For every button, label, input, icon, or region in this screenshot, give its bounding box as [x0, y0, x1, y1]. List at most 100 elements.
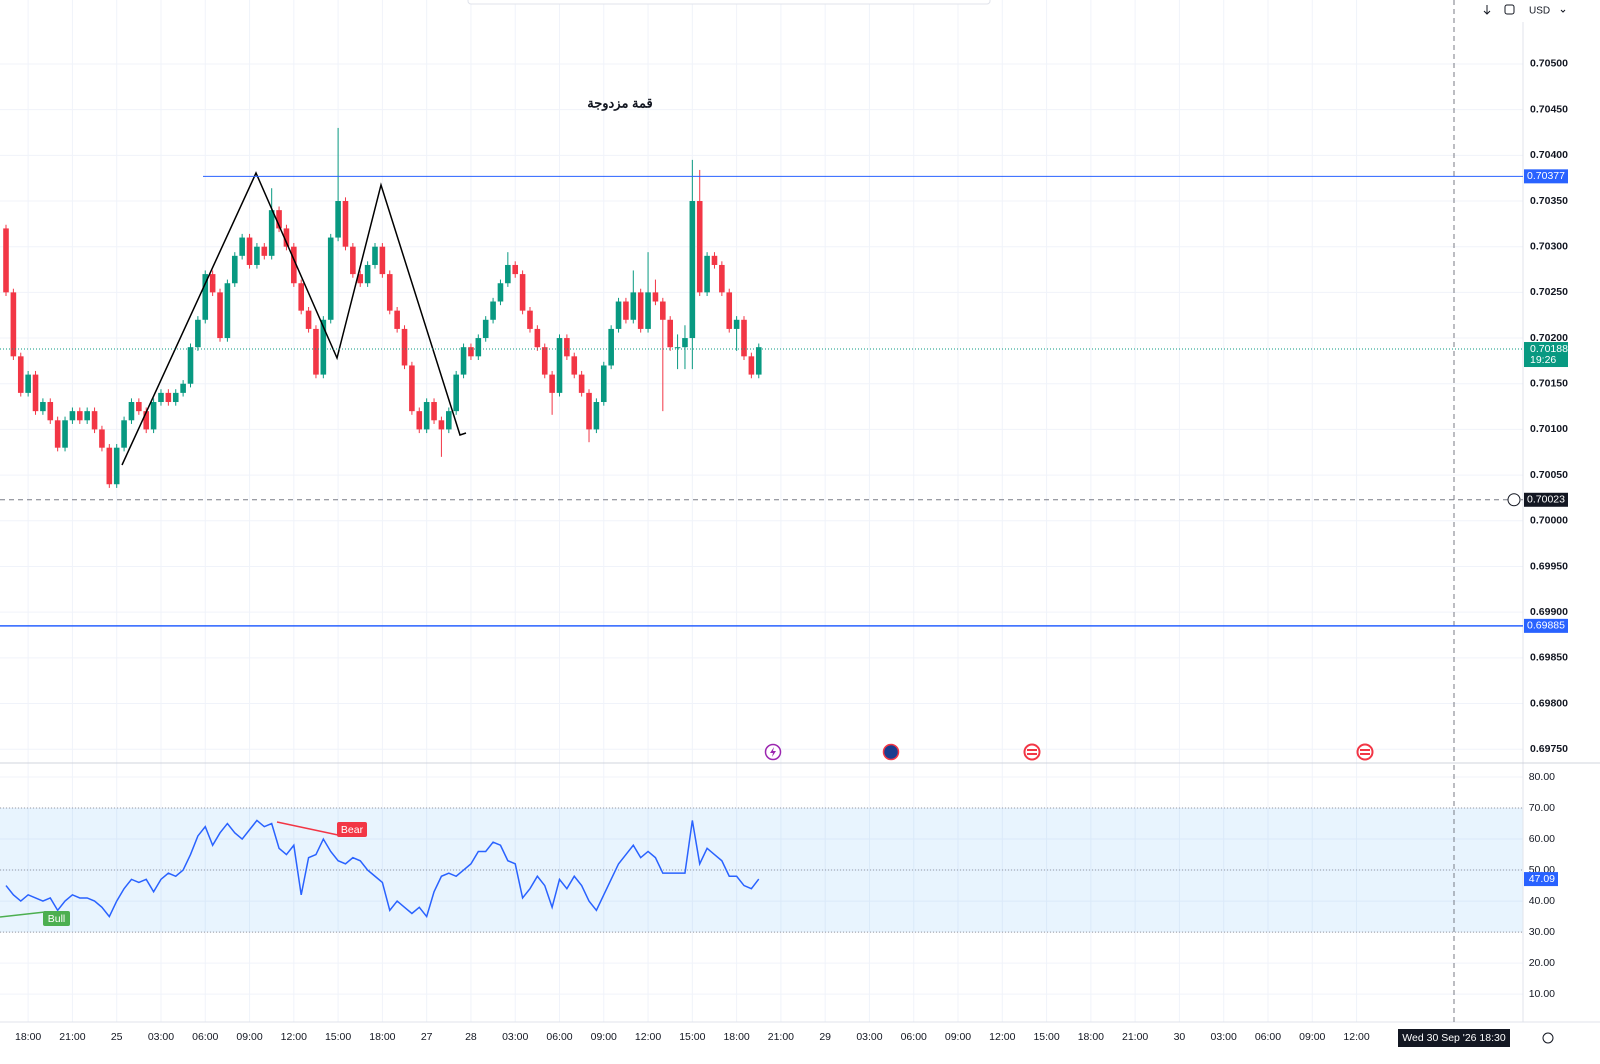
- candle-body: [224, 283, 231, 339]
- crosshair-time-tag: [1398, 1029, 1510, 1047]
- add-alert-icon[interactable]: [1507, 493, 1521, 507]
- bull-label-bg: [43, 911, 70, 926]
- candle-body: [564, 338, 570, 357]
- y-tick-label: 0.70450: [1530, 103, 1568, 115]
- flag-stripe: [1360, 753, 1370, 755]
- candle-body: [689, 201, 696, 339]
- candle-body: [69, 411, 76, 421]
- candle-body: [172, 392, 179, 403]
- x-tick-label: 12:00: [635, 1031, 661, 1043]
- candle-body: [291, 246, 297, 284]
- download-icon[interactable]: [1483, 5, 1491, 15]
- reload-icon[interactable]: [1504, 4, 1515, 15]
- candle-body: [25, 374, 31, 393]
- candle-body: [217, 292, 223, 339]
- candle-body: [416, 411, 423, 430]
- crosshair-price-tag: [1524, 492, 1568, 507]
- candle-body: [335, 201, 341, 238]
- candle-body: [128, 402, 135, 421]
- candle-body: [623, 301, 629, 320]
- candle-body: [254, 246, 260, 265]
- candle-body: [394, 310, 400, 329]
- candle-body: [195, 319, 201, 348]
- y-tick-label: 0.69800: [1530, 697, 1568, 709]
- settings-icon[interactable]: [1542, 1032, 1554, 1044]
- candle-body: [187, 347, 194, 384]
- candle-body: [261, 246, 268, 256]
- double-top-drawing: [121, 171, 467, 466]
- candle-body: [62, 420, 68, 448]
- y-tick-label: 0.69850: [1530, 652, 1568, 664]
- candle-body: [608, 328, 614, 366]
- x-tick-label: 03:00: [148, 1031, 174, 1043]
- candle-body: [541, 347, 548, 375]
- bear-divergence: [276, 821, 339, 836]
- candle-body: [3, 228, 9, 293]
- candle-body: [202, 274, 209, 320]
- candle-body: [497, 283, 504, 302]
- x-tick-label: 06:00: [1255, 1031, 1281, 1043]
- candle-body: [47, 402, 54, 421]
- rsi-value-label: 47.09: [1529, 873, 1555, 885]
- candle-body: [91, 411, 98, 430]
- top-right-toolbar: USD: [1476, 0, 1600, 22]
- x-tick-label: 29: [819, 1031, 831, 1043]
- candle-body: [298, 283, 304, 311]
- candle-body: [231, 255, 238, 284]
- candle-body: [150, 402, 157, 430]
- price-line-label: 0.69885: [1527, 620, 1565, 632]
- candle-body: [357, 274, 364, 284]
- candle-body: [645, 292, 651, 329]
- event-icon: [1023, 743, 1041, 761]
- event-icon: [882, 743, 900, 761]
- candle-body: [283, 228, 290, 247]
- candle-body: [313, 328, 319, 375]
- candle-body: [490, 301, 496, 320]
- candle-body: [711, 255, 718, 265]
- x-tick-label: 18:00: [1078, 1031, 1104, 1043]
- candle-body: [209, 274, 216, 293]
- candle-body: [593, 402, 600, 430]
- candle-body: [276, 210, 282, 229]
- x-tick-label: 18:00: [15, 1031, 41, 1043]
- x-tick-label: 09:00: [1299, 1031, 1325, 1043]
- rsi-line: [5, 819, 760, 919]
- candle-body: [239, 237, 245, 256]
- candle-body: [121, 420, 127, 448]
- candle-body: [268, 210, 275, 256]
- candle-body: [704, 255, 710, 293]
- candle-body: [409, 365, 415, 412]
- candle-body: [350, 246, 356, 275]
- candle-body: [505, 264, 511, 284]
- candle-body: [682, 338, 688, 348]
- rsi-tick-label: 40.00: [1529, 895, 1555, 907]
- x-tick-label: 27: [421, 1031, 433, 1043]
- candle-body: [578, 374, 585, 393]
- currency-caret[interactable]: [1560, 9, 1566, 13]
- x-tick-label: 18:00: [723, 1031, 749, 1043]
- flag-stripe: [1027, 753, 1037, 755]
- candle-body: [246, 237, 253, 265]
- rsi-value-tag: [1524, 872, 1558, 887]
- candle-body: [453, 374, 459, 412]
- candle-body: [320, 319, 327, 375]
- y-tick-label: 0.69750: [1530, 743, 1568, 755]
- rsi-tick-label: 60.00: [1529, 833, 1555, 845]
- candle-body: [342, 201, 349, 247]
- candle-body: [482, 319, 489, 339]
- candle-body: [674, 347, 681, 349]
- candle-body: [77, 411, 83, 421]
- price-line-label: 0.70377: [1527, 170, 1565, 182]
- pattern-title: قمة مزدوجة: [587, 95, 653, 111]
- x-tick-label: 21:00: [768, 1031, 794, 1043]
- crosshair-price-label: 0.70023: [1527, 494, 1565, 506]
- x-tick-label: 03:00: [1211, 1031, 1237, 1043]
- bull-label: Bull: [48, 913, 66, 925]
- last-price-label: 0.70188: [1530, 343, 1568, 355]
- bear-label: Bear: [341, 824, 364, 836]
- countdown-label: 19:26: [1530, 354, 1556, 366]
- currency[interactable]: USD: [1529, 6, 1550, 17]
